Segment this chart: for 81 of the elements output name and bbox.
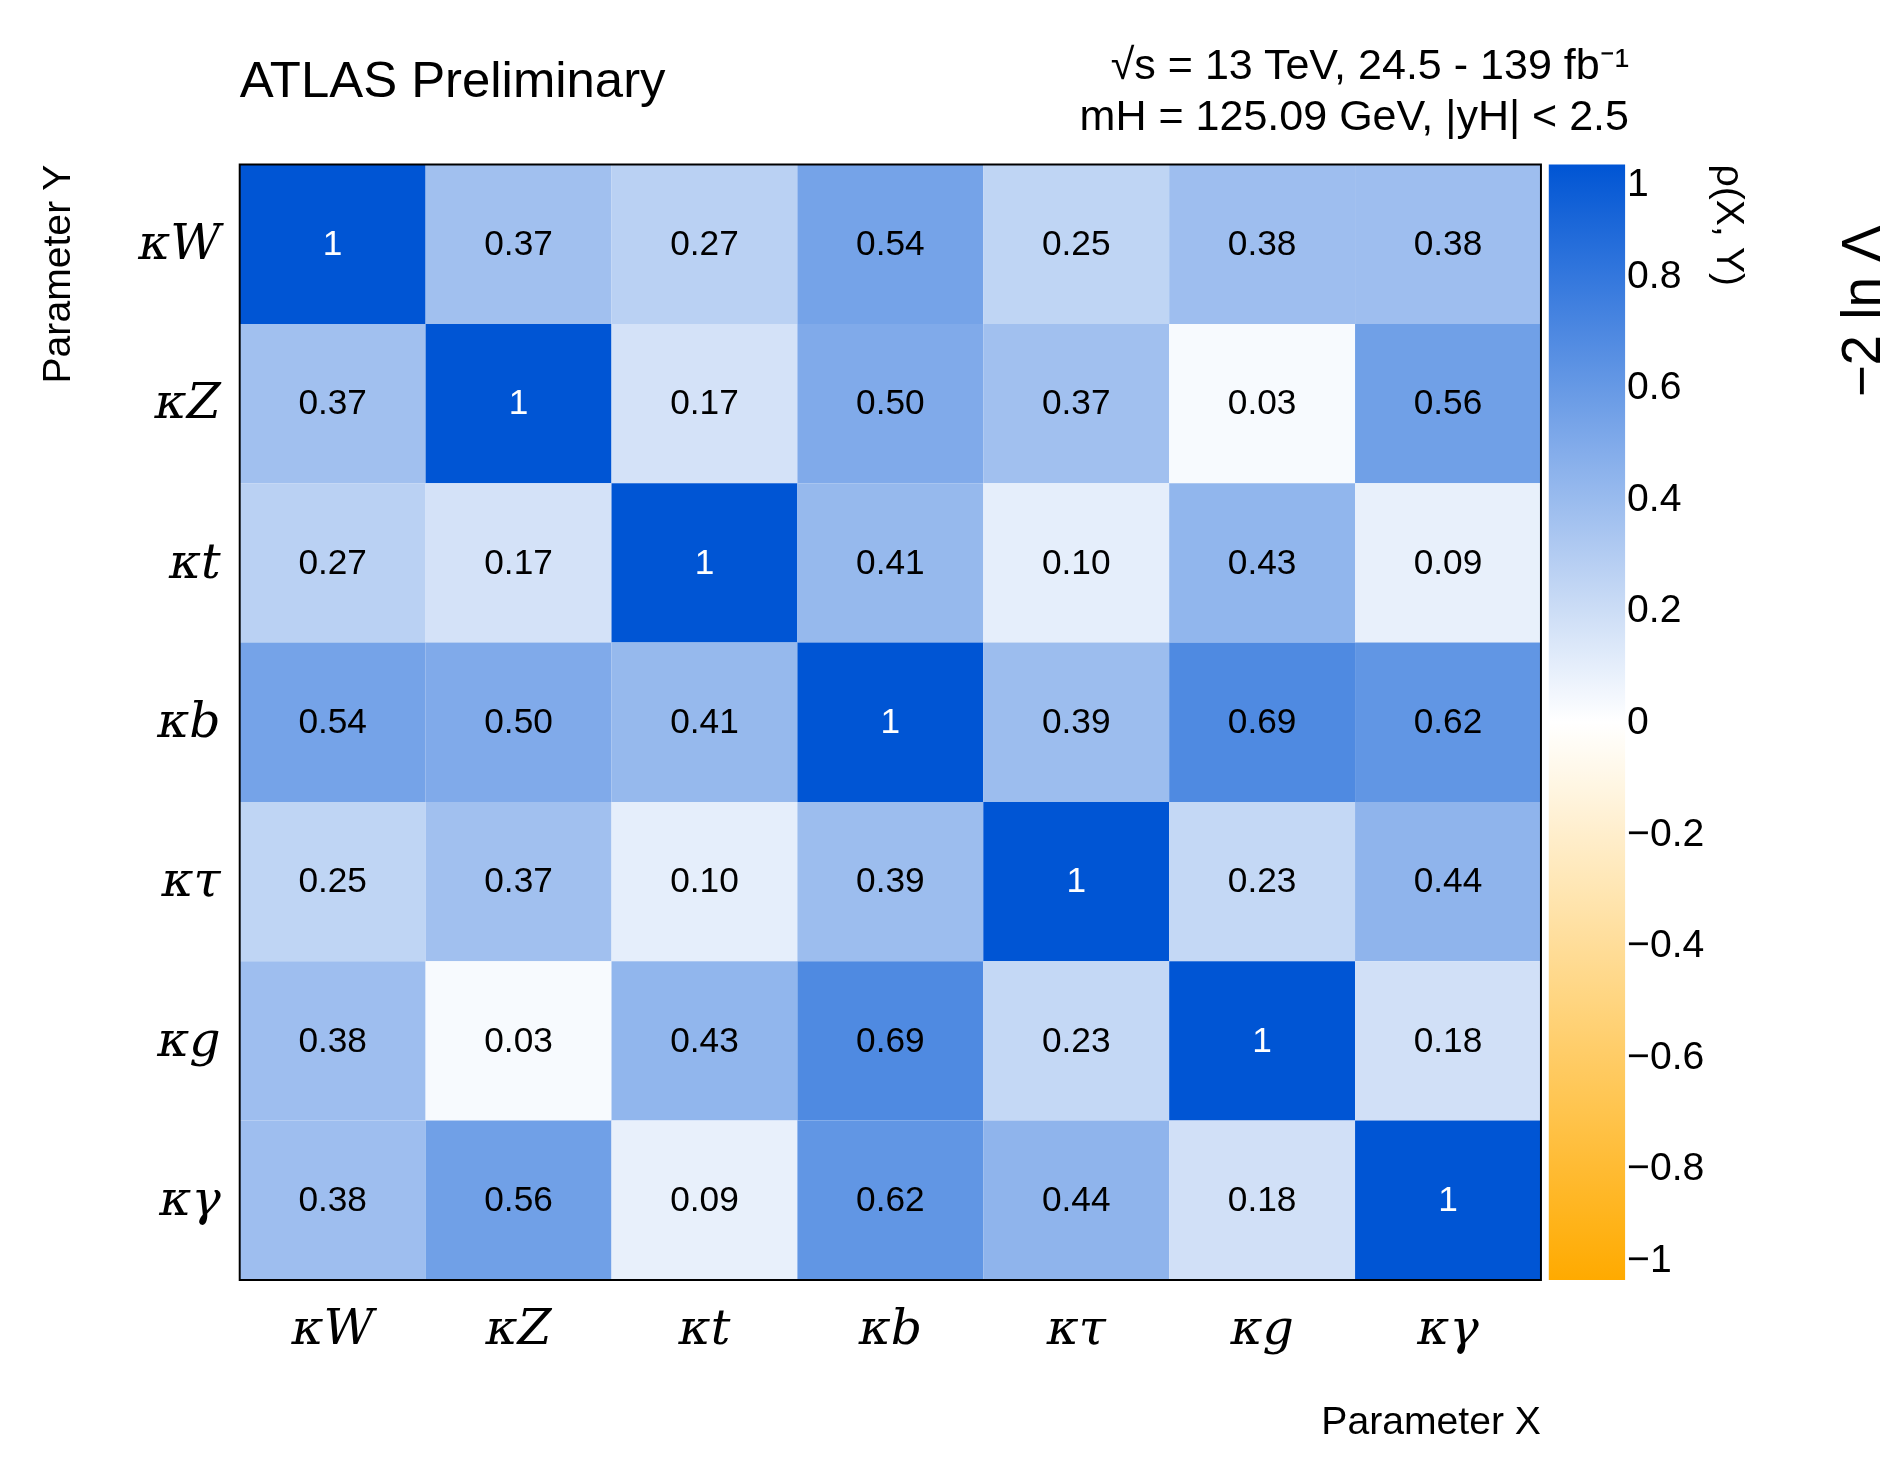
data-label: 0.38 xyxy=(298,1179,367,1219)
data-label: 0.17 xyxy=(484,541,553,581)
color-bar-label: 0.2 xyxy=(1627,587,1682,631)
data-label: 0.23 xyxy=(1041,1019,1111,1059)
data-label: 0.37 xyxy=(1041,382,1111,422)
data-label: 0.25 xyxy=(298,860,367,900)
data-label: 0.62 xyxy=(1413,701,1483,741)
data-label: 0.38 xyxy=(1413,223,1483,262)
data-label: 1 xyxy=(1252,1019,1272,1059)
data-label: 0.37 xyxy=(298,382,367,422)
data-label: 0.39 xyxy=(856,860,925,900)
color-bar-label: −0.8 xyxy=(1627,1145,1705,1189)
y-axis-title: Parameter Y xyxy=(35,164,79,384)
data-label: 1 xyxy=(880,701,901,741)
color-bar-label: 0.8 xyxy=(1627,252,1682,296)
data-label: 0.37 xyxy=(484,223,553,262)
text: √s = 13 TeV, 24.5 - 139 fb⁻¹ xyxy=(1110,40,1630,89)
data-label: 0.18 xyxy=(1227,1179,1297,1219)
color-bar-label: −0.4 xyxy=(1627,922,1705,966)
data-label: 0.27 xyxy=(298,541,367,581)
data-label: 0.03 xyxy=(484,1019,553,1059)
data-label: 1 xyxy=(508,382,529,422)
data-label: 0.10 xyxy=(670,860,739,900)
data-label: 0.17 xyxy=(670,382,739,422)
x-tick-label: κb xyxy=(857,1299,923,1357)
y-tick-label: κγ xyxy=(158,1169,222,1227)
x-tick-label: κg xyxy=(1229,1299,1294,1357)
data-label: 0.44 xyxy=(1041,1179,1111,1219)
color-bar-label: −0.6 xyxy=(1627,1033,1705,1077)
data-label: 1 xyxy=(1438,1179,1458,1219)
data-label: 0.18 xyxy=(1413,1019,1483,1059)
color-bar-label: 0.6 xyxy=(1627,364,1682,408)
data-label: 0.69 xyxy=(856,1019,925,1059)
text: −2 ln Λ xyxy=(1830,224,1893,398)
data-label: 0.56 xyxy=(1413,382,1483,422)
data-label: 0.09 xyxy=(670,1179,739,1219)
data-label: 1 xyxy=(322,223,343,262)
color-bar-label: 0 xyxy=(1627,698,1649,742)
data-label: 0.43 xyxy=(1227,541,1297,581)
color-bar-label: 1 xyxy=(1627,160,1649,204)
color-bar-title: ρ(X, Y) xyxy=(1709,164,1753,287)
y-tick-label: κZ xyxy=(153,373,222,431)
data-label: 0.41 xyxy=(856,541,925,581)
x-tick-label: κγ xyxy=(1416,1299,1480,1357)
x-tick-label: κt xyxy=(677,1299,731,1357)
y-tick-label: κτ xyxy=(160,851,222,909)
data-label: 1 xyxy=(694,541,715,581)
data-label: 0.50 xyxy=(484,701,553,741)
data-label: 0.10 xyxy=(1041,541,1111,581)
x-axis-title: Parameter X xyxy=(1321,1398,1541,1442)
data-label: 0.37 xyxy=(484,860,553,900)
x-tick-label: κZ xyxy=(484,1299,553,1357)
x-tick-label: κτ xyxy=(1045,1299,1107,1357)
data-label: 0.38 xyxy=(298,1019,367,1059)
y-tick-label: κb xyxy=(156,691,221,749)
chart-title: ATLAS Preliminary xyxy=(239,51,667,109)
data-label: 0.44 xyxy=(1413,860,1483,900)
data-label: 0.54 xyxy=(856,223,925,262)
x-tick-label: κW xyxy=(290,1299,378,1357)
data-label: 0.23 xyxy=(1227,860,1297,900)
data-label: 0.43 xyxy=(670,1019,739,1059)
y-tick-label: κg xyxy=(156,1010,221,1068)
data-label: 0.38 xyxy=(1227,223,1297,262)
data-label: 0.27 xyxy=(670,223,739,262)
data-label: 0.39 xyxy=(1041,701,1111,741)
data-label: 0.69 xyxy=(1227,701,1297,741)
color-bar-label: −1 xyxy=(1627,1237,1672,1281)
data-label: 0.03 xyxy=(1227,382,1297,422)
color-bar-label: −0.2 xyxy=(1627,810,1705,854)
data-label: 0.62 xyxy=(856,1179,925,1219)
color-bar-label: 0.4 xyxy=(1627,475,1682,519)
data-label: 1 xyxy=(1066,860,1087,900)
y-tick-label: κt xyxy=(167,532,221,590)
data-label: 0.50 xyxy=(856,382,925,422)
data-label: 0.09 xyxy=(1413,541,1483,581)
text: mH = 125.09 GeV, |yH| < 2.5 xyxy=(1079,91,1630,140)
data-label: 0.41 xyxy=(670,701,739,741)
y-tick-label: κW xyxy=(137,213,225,271)
data-label: 0.54 xyxy=(298,701,367,741)
data-label: 0.25 xyxy=(1041,223,1111,262)
data-label: 0.56 xyxy=(484,1179,553,1219)
